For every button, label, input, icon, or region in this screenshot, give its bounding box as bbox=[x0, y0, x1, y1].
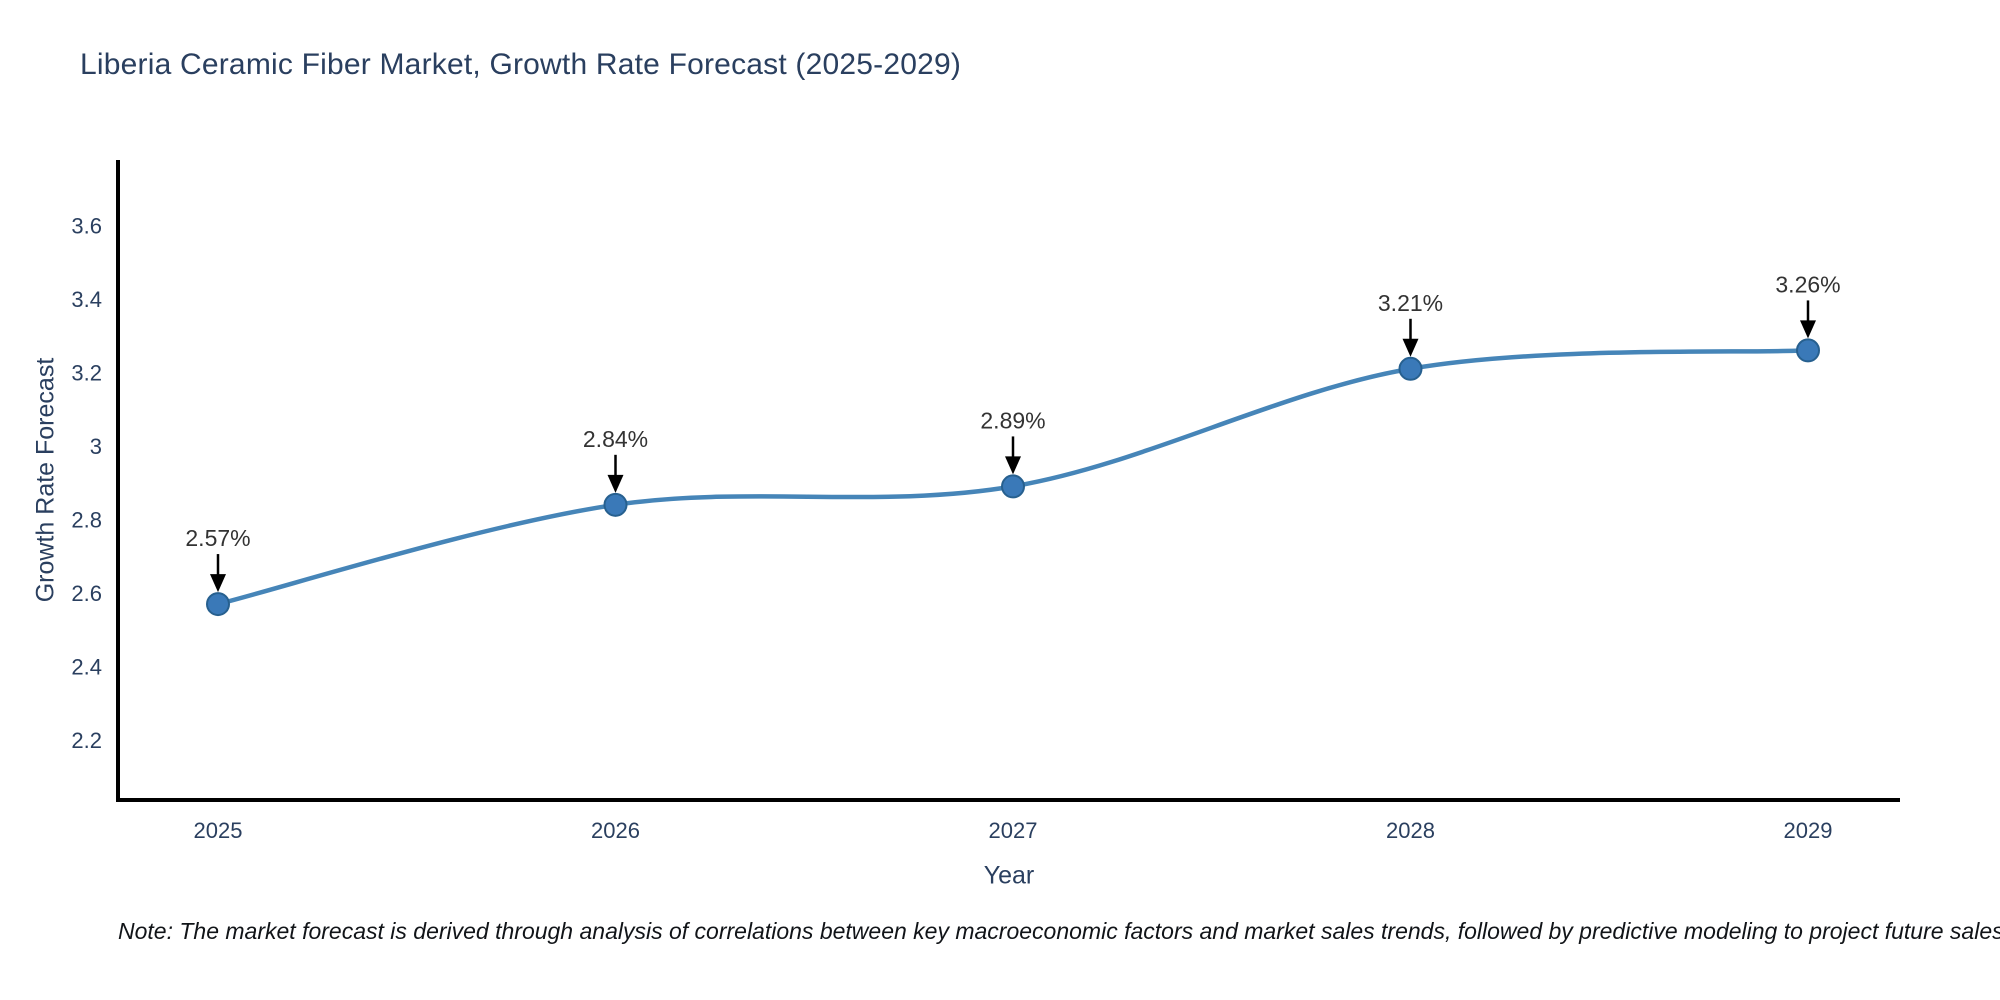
data-point bbox=[603, 492, 628, 517]
annotation-arrowhead-icon bbox=[1402, 338, 1419, 357]
x-tick-label: 2026 bbox=[591, 818, 640, 843]
annotation-arrowhead-icon bbox=[1800, 320, 1816, 339]
data-point bbox=[1001, 474, 1025, 499]
y-tick-label: 3 bbox=[90, 434, 102, 459]
data-label: 2.57% bbox=[185, 525, 250, 551]
data-point bbox=[1796, 338, 1820, 363]
x-tick-label: 2028 bbox=[1386, 818, 1435, 843]
annotation-arrowhead-icon bbox=[1005, 456, 1021, 475]
data-label: 2.89% bbox=[980, 407, 1045, 433]
y-tick-label: 2.6 bbox=[71, 581, 102, 606]
data-label: 3.26% bbox=[1775, 271, 1840, 297]
y-tick-label: 3.2 bbox=[71, 360, 102, 385]
y-tick-label: 2.2 bbox=[71, 728, 102, 753]
annotation-arrowhead-icon bbox=[607, 474, 624, 493]
x-tick-label: 2025 bbox=[194, 818, 243, 843]
data-point bbox=[1398, 356, 1423, 381]
y-axis-title: Growth Rate Forecast bbox=[31, 357, 60, 603]
y-tick-label: 2.8 bbox=[71, 508, 102, 533]
x-tick-label: 2027 bbox=[989, 818, 1038, 843]
data-point bbox=[206, 592, 230, 617]
y-tick-label: 2.4 bbox=[71, 655, 102, 680]
footnote: Note: The market forecast is derived thr… bbox=[118, 918, 2000, 944]
y-tick-label: 3.6 bbox=[71, 213, 102, 238]
annotation-arrowhead-icon bbox=[210, 574, 226, 593]
data-label: 2.84% bbox=[583, 426, 648, 452]
x-tick-label: 2029 bbox=[1784, 818, 1833, 843]
y-tick-label: 3.4 bbox=[71, 287, 102, 312]
data-label: 3.21% bbox=[1378, 290, 1443, 316]
x-axis-title: Year bbox=[983, 861, 1035, 890]
chart-title: Liberia Ceramic Fiber Market, Growth Rat… bbox=[80, 48, 962, 81]
